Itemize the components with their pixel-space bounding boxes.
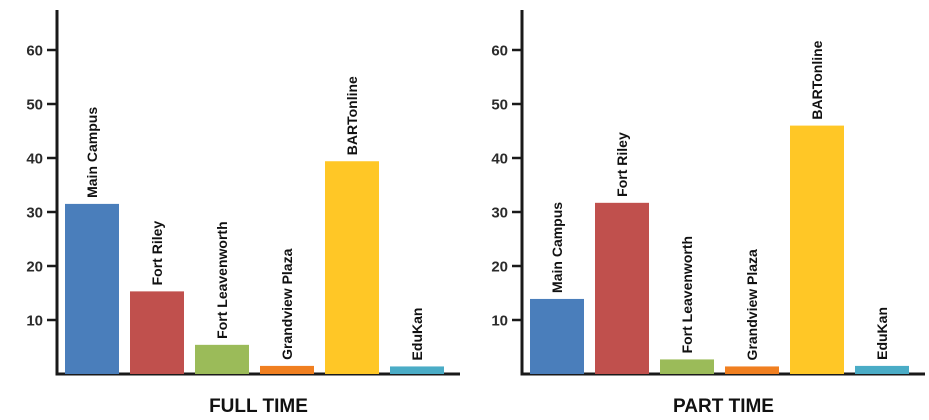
- bar-edukan: [390, 366, 444, 374]
- chart-title: PART TIME: [673, 396, 774, 417]
- bar-label-fort-leavenworth: Fort Leavenworth: [679, 236, 695, 353]
- bar-label-fort-riley: Fort Riley: [614, 132, 630, 197]
- y-tick-label: 40: [26, 151, 43, 168]
- bar-grandview-plaza: [260, 365, 314, 374]
- bar-label-fort-leavenworth: Fort Leavenworth: [214, 221, 230, 338]
- full-time-chart: 10 20 30 40 50 60 Main Campus Fort Riley Fort Le…: [26, 10, 460, 417]
- y-tick-label: 10: [26, 313, 43, 330]
- part-time-chart: 10 20 30 40 50 60 Main Campus Fort Riley Fort Le…: [491, 10, 925, 417]
- bar-grandview-plaza: [725, 366, 779, 374]
- bar-bartonline: [325, 161, 379, 374]
- y-tick-label: 60: [491, 43, 508, 60]
- y-tick-label: 50: [26, 97, 43, 114]
- bar-label-main-campus: Main Campus: [84, 107, 100, 198]
- bar-label-bartonline: BARTonline: [344, 76, 360, 155]
- bar-edukan: [855, 365, 909, 374]
- bar-fort-riley: [595, 202, 649, 374]
- bar-label-bartonline: BARTonline: [809, 40, 825, 119]
- bar-label-edukan: EduKan: [409, 308, 425, 361]
- bar-fort-riley: [130, 291, 184, 374]
- bar-bartonline: [790, 125, 844, 374]
- bar-main-campus: [65, 203, 119, 374]
- bar-main-campus: [530, 298, 584, 374]
- y-tick-label: 30: [491, 205, 508, 222]
- bar-label-grandview-plaza: Grandview Plaza: [744, 249, 760, 360]
- bar-label-main-campus: Main Campus: [549, 202, 565, 293]
- y-tick-label: 40: [491, 151, 508, 168]
- bar-label-grandview-plaza: Grandview Plaza: [279, 248, 295, 359]
- bar-label-edukan: EduKan: [874, 307, 890, 360]
- bar-fort-leavenworth: [195, 344, 249, 374]
- chart-title: FULL TIME: [209, 396, 308, 417]
- y-tick-label: 20: [26, 259, 43, 276]
- y-tick-label: 30: [26, 205, 43, 222]
- y-tick-label: 50: [491, 97, 508, 114]
- bar-fort-leavenworth: [660, 359, 714, 374]
- y-tick-label: 10: [491, 313, 508, 330]
- y-tick-label: 20: [491, 259, 508, 276]
- y-tick-label: 60: [26, 43, 43, 60]
- bar-label-fort-riley: Fort Riley: [149, 221, 165, 286]
